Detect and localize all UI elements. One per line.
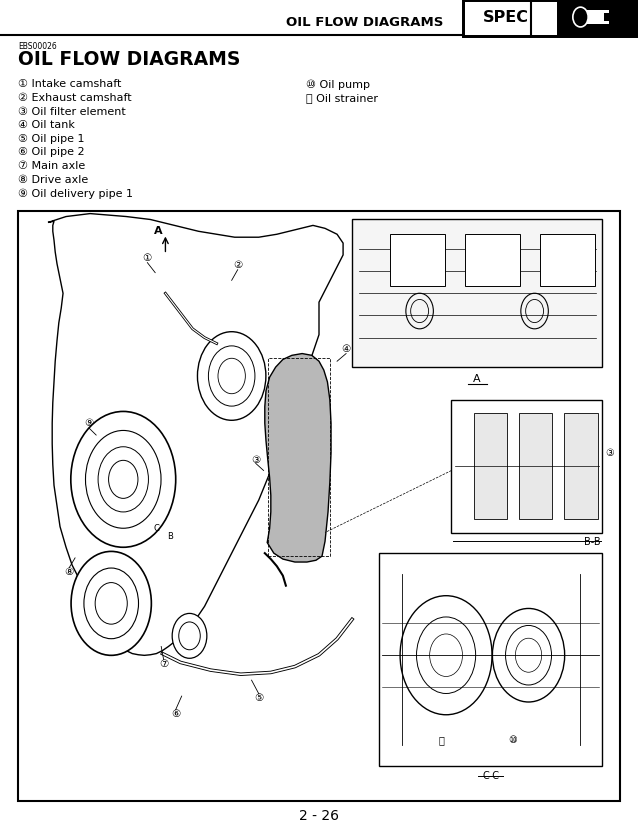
Text: ④ Oil tank: ④ Oil tank	[18, 120, 75, 131]
Text: ⑪ Oil strainer: ⑪ Oil strainer	[306, 93, 378, 103]
Bar	[18, 211, 620, 801]
Text: 2 - 26: 2 - 26	[299, 809, 339, 823]
Bar	[463, 0, 558, 36]
Circle shape	[573, 7, 588, 27]
Text: ⑧: ⑧	[64, 567, 73, 577]
Text: ①: ①	[143, 253, 152, 263]
Text: ⑦: ⑦	[159, 659, 168, 669]
Bar	[565, 413, 598, 520]
Bar	[452, 400, 602, 533]
Text: ⑦ Main axle: ⑦ Main axle	[18, 161, 85, 171]
Text: C: C	[154, 524, 160, 533]
Bar	[540, 235, 595, 286]
Text: EBS00026: EBS00026	[18, 42, 57, 50]
Text: ②: ②	[233, 260, 242, 270]
Text: B: B	[167, 532, 172, 541]
Text: ③: ③	[605, 448, 614, 458]
Bar	[463, 0, 638, 36]
Bar	[352, 220, 602, 367]
Text: ⑨ Oil delivery pipe 1: ⑨ Oil delivery pipe 1	[18, 188, 133, 199]
Polygon shape	[265, 354, 331, 562]
Circle shape	[197, 332, 266, 420]
Text: ② Exhaust camshaft: ② Exhaust camshaft	[18, 93, 131, 103]
Text: ⑩ Oil pump: ⑩ Oil pump	[306, 79, 370, 90]
Text: A: A	[154, 226, 162, 236]
Text: ④: ④	[341, 344, 351, 354]
Bar	[464, 235, 519, 286]
Bar	[604, 13, 611, 21]
Text: ① Intake camshaft: ① Intake camshaft	[18, 79, 121, 89]
Text: OIL FLOW DIAGRAMS: OIL FLOW DIAGRAMS	[286, 17, 443, 29]
Text: ⑤ Oil pipe 1: ⑤ Oil pipe 1	[18, 134, 84, 144]
Text: ⑧ Drive axle: ⑧ Drive axle	[18, 175, 88, 185]
Text: OIL FLOW DIAGRAMS: OIL FLOW DIAGRAMS	[18, 50, 241, 69]
Text: ③: ③	[251, 455, 260, 465]
Circle shape	[71, 552, 151, 655]
Circle shape	[172, 614, 207, 658]
Text: ⑥ Oil pipe 2: ⑥ Oil pipe 2	[18, 147, 84, 158]
Bar	[390, 235, 445, 286]
Bar	[379, 553, 602, 766]
Text: ⑤: ⑤	[254, 693, 263, 703]
Text: SPEC: SPEC	[483, 10, 529, 26]
Bar	[558, 0, 638, 36]
Text: C-C: C-C	[482, 771, 499, 781]
Text: ⑥: ⑥	[171, 709, 181, 719]
Bar	[579, 11, 609, 24]
Text: ③ Oil filter element: ③ Oil filter element	[18, 107, 126, 116]
Text: ⑨: ⑨	[84, 418, 94, 428]
Polygon shape	[48, 214, 343, 655]
Circle shape	[71, 411, 175, 548]
Text: B-B: B-B	[584, 538, 601, 548]
Bar	[519, 413, 553, 520]
Text: ⑪: ⑪	[439, 735, 445, 745]
Text: ⑩: ⑩	[508, 735, 517, 745]
Bar	[474, 413, 507, 520]
Text: A: A	[473, 373, 481, 384]
